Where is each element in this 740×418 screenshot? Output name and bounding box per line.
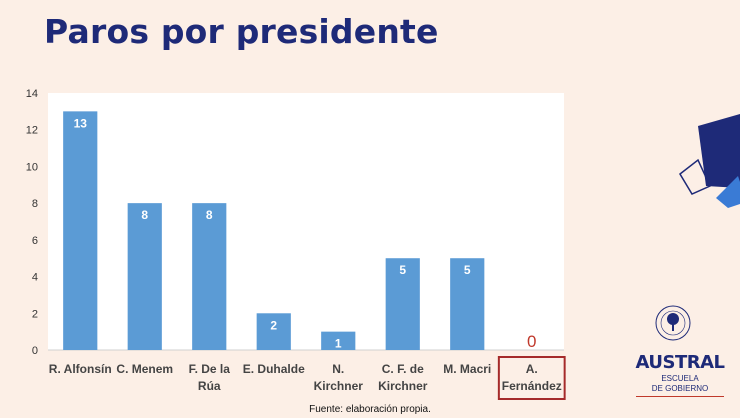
x-category-label: C. Menem bbox=[116, 362, 173, 376]
data-label: 2 bbox=[270, 318, 277, 332]
source-note: Fuente: elaboración propia. bbox=[309, 404, 431, 415]
x-category-label-line: F. De la bbox=[189, 362, 231, 376]
logo-school-line1: ESCUELA bbox=[661, 374, 699, 383]
data-label: 13 bbox=[74, 116, 88, 130]
y-tick-label: 8 bbox=[32, 198, 38, 210]
y-tick-label: 0 bbox=[32, 345, 38, 357]
bar bbox=[385, 258, 420, 350]
y-tick-label: 6 bbox=[32, 235, 38, 247]
logo-university-name: AUSTRAL bbox=[635, 352, 726, 373]
x-category-label-line: C. Menem bbox=[116, 362, 173, 376]
tree-seal-icon bbox=[655, 305, 691, 341]
x-category-label-line: Fernández bbox=[502, 379, 562, 393]
logo-school-name: ESCUELA DE GOBIERNO bbox=[630, 374, 730, 394]
x-category-label: F. De la Rúa bbox=[189, 362, 231, 393]
x-category-label: R. Alfonsín bbox=[49, 362, 112, 376]
y-tick-label: 14 bbox=[26, 88, 38, 100]
x-category-label-line: Kirchner bbox=[314, 379, 364, 393]
bar bbox=[63, 111, 98, 350]
data-label: 8 bbox=[141, 208, 148, 222]
y-tick-label: 4 bbox=[32, 272, 38, 284]
austral-logo: AUSTRAL ESCUELA DE GOBIERNO bbox=[630, 298, 730, 398]
y-tick-label: 10 bbox=[26, 161, 38, 173]
y-tick-label: 12 bbox=[26, 125, 38, 137]
slide-title: Paros por presidente bbox=[44, 12, 439, 51]
logo-rule bbox=[636, 396, 724, 397]
highlight-box bbox=[497, 356, 566, 400]
x-category-label: C. F. de Kirchner bbox=[378, 362, 428, 393]
x-category-label-line: E. Duhalde bbox=[243, 362, 305, 376]
y-tick-label: 2 bbox=[32, 308, 38, 320]
x-category-label: E. Duhalde bbox=[243, 362, 305, 376]
plot-area bbox=[48, 93, 564, 350]
x-category-label: M. Macri bbox=[443, 362, 491, 376]
x-category-label-line: C. F. de bbox=[382, 362, 424, 376]
x-category-label-line: M. Macri bbox=[443, 362, 491, 376]
bar-chart: 0 2 4 6 8 10 12 14 13 R. Alfonsín 8 C. Menem 8 F. De … bbox=[18, 84, 578, 402]
decorative-shapes bbox=[679, 114, 740, 208]
x-category-label-line: N. bbox=[332, 362, 344, 376]
data-label: 1 bbox=[335, 337, 342, 351]
bar bbox=[321, 331, 356, 350]
logo-school-line2: DE GOBIERNO bbox=[651, 384, 709, 393]
x-category-label: A. Fernández bbox=[502, 362, 562, 393]
bar bbox=[127, 203, 162, 350]
x-category-label-line: R. Alfonsín bbox=[49, 362, 112, 376]
data-label: 5 bbox=[399, 263, 406, 277]
data-label: 5 bbox=[464, 263, 471, 277]
data-label: 8 bbox=[206, 208, 213, 222]
x-category-label-line: Kirchner bbox=[378, 379, 428, 393]
x-category-label: N. Kirchner bbox=[314, 362, 364, 393]
bar bbox=[450, 258, 485, 350]
x-category-label-line: A. bbox=[526, 362, 538, 376]
bar bbox=[192, 203, 227, 350]
bar bbox=[256, 313, 291, 350]
data-label: 0 bbox=[527, 332, 536, 351]
x-category-label-line: Rúa bbox=[198, 379, 221, 393]
